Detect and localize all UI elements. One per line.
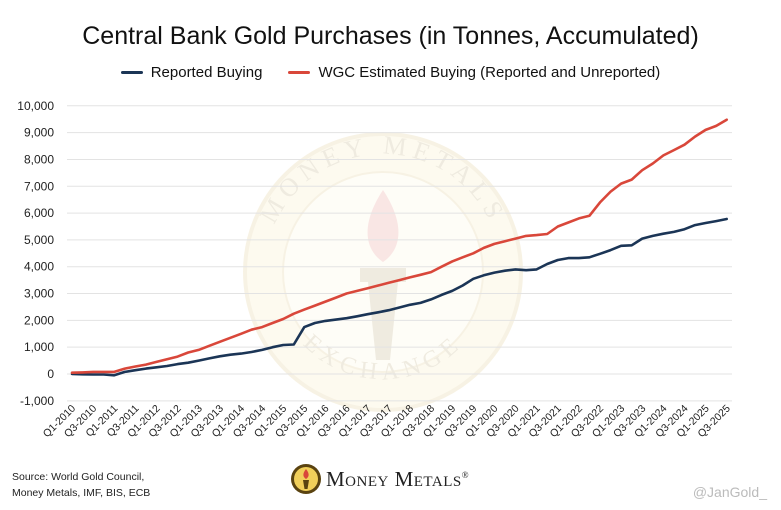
chart-title: Central Bank Gold Purchases (in Tonnes, … [82,22,699,50]
series-lines [70,118,728,377]
legend-label-reported: Reported Buying [150,64,263,81]
legend-swatch-reported [120,71,143,74]
y-tick-label: 8,000 [24,152,54,166]
y-tick-label: 9,000 [24,126,54,140]
y-axis: -1,000 0 1,000 2,000 3,000 4,000 5,000 6,000 7,0… [17,99,54,408]
y-tick-label: 3,000 [24,287,54,301]
registered-mark: ® [461,469,470,480]
author-handle: @JanGold_ [692,484,767,500]
legend: Reported Buying WGC Estimated Buying (Re… [0,64,781,81]
money-metals-watermark: MONEY METALS EXCHANGE [243,130,523,412]
y-tick-label: 6,000 [24,206,54,220]
y-tick-label: -1,000 [20,394,54,408]
logo-text: Money Metals® [326,467,469,492]
y-tick-label: 1,000 [24,340,54,354]
legend-label-wgc-estimated: WGC Estimated Buying (Reported and Unrep… [318,64,661,81]
gridlines [67,105,732,402]
legend-item-wgc-estimated: WGC Estimated Buying (Reported and Unrep… [288,64,660,81]
series-line-reported [70,217,728,377]
x-axis: Q1-2010Q3-2010Q1-2011Q3-2011Q1-2012Q3-20… [41,403,733,440]
source-note: Source: World Gold Council, Money Metals… [12,469,150,501]
money-metals-logo: Money Metals® [290,463,469,495]
legend-item-reported: Reported Buying [120,64,263,81]
source-line-2: Money Metals, IMF, BIS, ECB [12,487,151,499]
y-tick-label: 4,000 [24,260,54,274]
y-tick-label: 2,000 [24,313,54,327]
y-tick-label: 7,000 [24,179,54,193]
y-tick-label: 0 [47,367,54,381]
y-tick-label: 10,000 [17,99,54,113]
y-tick-label: 5,000 [24,233,54,247]
series-line-wgc-estimated [70,118,728,374]
logo-wordmark: Money Metals [326,466,462,491]
legend-swatch-wgc-estimated [288,71,311,74]
source-line-1: Source: World Gold Council, [12,471,145,483]
torch-medallion-icon [291,464,321,494]
